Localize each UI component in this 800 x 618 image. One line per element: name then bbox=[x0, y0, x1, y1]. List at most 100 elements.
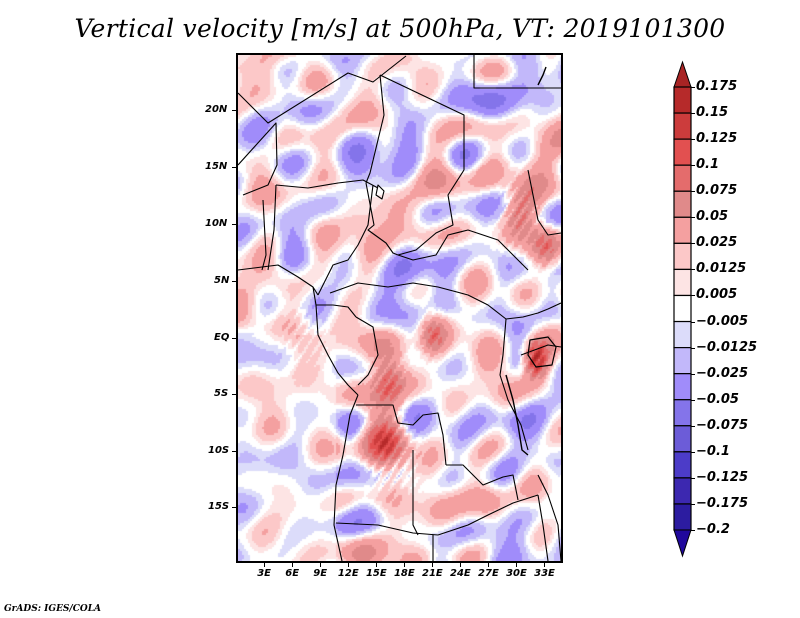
colorbar-tick-mark bbox=[691, 503, 695, 505]
colorbar-box bbox=[673, 164, 692, 192]
y-tick-mark bbox=[232, 507, 236, 508]
border-angola-drc bbox=[356, 404, 447, 466]
colorbar-extend-top bbox=[673, 60, 692, 88]
colorbar-tick-mark bbox=[691, 477, 695, 479]
colorbar-box bbox=[673, 268, 692, 297]
colorbar-tick-mark bbox=[691, 451, 695, 453]
y-tick-mark bbox=[232, 224, 236, 225]
border-niger-mali bbox=[238, 122, 278, 196]
colorbar-tick-mark bbox=[691, 243, 695, 245]
colorbar-box bbox=[673, 242, 692, 271]
border-drc-east bbox=[499, 318, 529, 451]
y-tick-label: 15S bbox=[208, 501, 230, 512]
x-tick-label: 3E bbox=[257, 568, 272, 579]
colorbar-tick-label: 0.125 bbox=[696, 131, 738, 147]
x-tick-mark bbox=[432, 563, 434, 567]
colorbar-tick-mark bbox=[691, 269, 695, 271]
grads-credit: GrADS: IGES/COLA bbox=[4, 604, 102, 614]
colorbar-box bbox=[673, 503, 692, 531]
colorbar-box bbox=[673, 294, 692, 323]
colorbar-tick-mark bbox=[691, 321, 695, 323]
y-tick-label: 20N bbox=[205, 104, 228, 115]
colorbar-tick-label: −0.175 bbox=[696, 495, 749, 511]
x-tick-mark bbox=[488, 563, 490, 567]
x-tick-mark bbox=[460, 563, 462, 567]
y-tick-label: 5N bbox=[214, 275, 230, 286]
y-tick-mark bbox=[232, 394, 236, 395]
colorbar-tick-mark bbox=[691, 217, 695, 219]
colorbar-tick-label: 0.05 bbox=[696, 209, 729, 225]
border-zambia-zimbabwe bbox=[437, 494, 539, 536]
colorbar-tick-mark bbox=[691, 191, 695, 193]
colorbar-tick-mark bbox=[691, 139, 695, 141]
colorbar-box bbox=[673, 190, 692, 218]
border-drc-zambia bbox=[446, 464, 519, 501]
colorbar-box bbox=[673, 86, 692, 114]
nile-lake-nasser bbox=[537, 66, 547, 86]
colorbar-tick-label: −0.025 bbox=[696, 365, 749, 381]
lake-chad bbox=[375, 184, 385, 200]
x-tick-label: 15E bbox=[365, 568, 387, 579]
y-tick-mark bbox=[232, 451, 236, 452]
x-tick-label: 12E bbox=[337, 568, 359, 579]
colorbar bbox=[673, 60, 692, 558]
colorbar-box bbox=[673, 216, 692, 244]
colorbar-tick-mark bbox=[691, 113, 695, 115]
y-tick-mark bbox=[232, 110, 236, 111]
border-tanzania bbox=[520, 344, 561, 356]
border-niger-libya-chad bbox=[379, 74, 465, 170]
x-tick-mark bbox=[544, 563, 546, 567]
colorbar-box bbox=[673, 477, 692, 505]
border-angola-namibia bbox=[335, 522, 439, 536]
border-angola-zambia bbox=[412, 450, 419, 536]
colorbar-tick-label: 0.175 bbox=[696, 79, 738, 94]
border-mozambique bbox=[537, 494, 549, 561]
y-tick-label: 10N bbox=[205, 218, 228, 229]
colorbar-tick-label: −0.2 bbox=[696, 522, 730, 538]
colorbar-tick-mark bbox=[691, 399, 695, 401]
border-algeria-niger bbox=[238, 55, 407, 124]
chart-title: Vertical velocity [m/s] at 500hPa, VT: 2… bbox=[74, 14, 726, 43]
x-tick-label: 18E bbox=[393, 568, 415, 579]
x-tick-mark bbox=[292, 563, 294, 567]
border-niger-nigeria bbox=[275, 179, 379, 189]
border-niger-chad bbox=[365, 74, 385, 184]
x-tick-mark bbox=[404, 563, 406, 567]
y-tick-label: 15N bbox=[205, 161, 228, 172]
y-tick-mark bbox=[232, 338, 236, 339]
y-tick-mark bbox=[232, 167, 236, 168]
colorbar-tick-mark bbox=[691, 530, 695, 532]
x-tick-mark bbox=[376, 563, 378, 567]
y-tick-mark bbox=[232, 281, 236, 282]
border-sudan-southsudan bbox=[397, 229, 529, 271]
colorbar-box bbox=[673, 373, 692, 401]
border-malawi bbox=[537, 474, 561, 561]
colorbar-tick-label: 0.005 bbox=[696, 287, 738, 303]
colorbar-extend-bottom bbox=[673, 529, 692, 558]
colorbar-tick-mark bbox=[691, 373, 695, 375]
colorbar-tick-label: −0.1 bbox=[696, 443, 730, 459]
border-cameroon-gabon bbox=[312, 286, 357, 318]
y-tick-label: EQ bbox=[214, 332, 230, 343]
x-tick-label: 9E bbox=[313, 568, 328, 579]
colorbar-box bbox=[673, 451, 692, 479]
x-tick-label: 30E bbox=[506, 568, 527, 579]
colorbar-tick-label: −0.125 bbox=[696, 469, 749, 485]
coast-gabon-congo bbox=[315, 304, 359, 396]
colorbar-tick-label: 0.0125 bbox=[696, 261, 747, 277]
y-tick-label: 10S bbox=[208, 445, 230, 456]
x-tick-label: 6E bbox=[285, 568, 300, 579]
x-tick-mark bbox=[320, 563, 322, 567]
colorbar-tick-label: 0.1 bbox=[696, 157, 720, 173]
border-nigeria-benin bbox=[267, 184, 277, 271]
lake-victoria bbox=[527, 336, 557, 368]
colorbar-box bbox=[673, 425, 692, 453]
colorbar-tick-label: −0.0125 bbox=[696, 339, 758, 355]
colorbar-box bbox=[673, 138, 692, 166]
colorbar-tick-mark bbox=[691, 87, 695, 88]
map-plot-area bbox=[236, 53, 563, 563]
border-egypt-sudan bbox=[473, 55, 561, 89]
colorbar-box bbox=[673, 347, 692, 375]
country-borders bbox=[238, 55, 561, 561]
border-nigeria-cameroon bbox=[317, 184, 374, 296]
